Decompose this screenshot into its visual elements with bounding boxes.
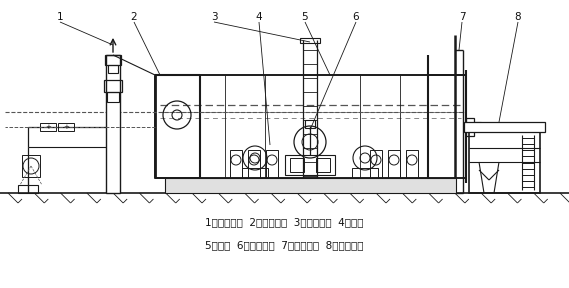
Bar <box>464 122 545 132</box>
Bar <box>165 178 456 193</box>
Bar <box>155 75 466 178</box>
Bar <box>466 118 474 136</box>
Bar <box>469 130 540 193</box>
Bar <box>104 80 122 92</box>
Bar <box>248 150 260 178</box>
Bar <box>388 150 400 178</box>
Bar <box>18 185 38 193</box>
Text: 1: 1 <box>57 12 63 22</box>
Text: 5: 5 <box>302 12 308 22</box>
Text: 1、进料皮带  2、进料护罩  3、给水装置  4、托辊: 1、进料皮带 2、进料护罩 3、给水装置 4、托辊 <box>205 217 363 227</box>
Bar <box>266 150 278 178</box>
Bar <box>305 120 315 128</box>
Bar <box>285 155 335 175</box>
Bar <box>316 158 330 172</box>
Bar <box>290 158 304 172</box>
Bar <box>300 38 320 43</box>
Text: 7: 7 <box>459 12 465 22</box>
Text: 4: 4 <box>255 12 262 22</box>
Text: +: + <box>45 124 51 130</box>
Text: +: + <box>63 124 69 130</box>
Bar <box>242 168 268 178</box>
Bar <box>406 150 418 178</box>
Text: 6: 6 <box>353 12 359 22</box>
Text: 2: 2 <box>131 12 137 22</box>
Bar <box>40 123 56 131</box>
Bar <box>105 55 121 65</box>
Bar <box>230 150 242 178</box>
Bar <box>352 168 378 178</box>
Bar <box>108 65 118 73</box>
Bar <box>58 123 74 131</box>
Bar <box>370 150 382 178</box>
Text: 8: 8 <box>515 12 521 22</box>
Bar <box>22 155 40 177</box>
Text: 5、筒体  6、传动装置  7、出料护罩  8、出料平台: 5、筒体 6、传动装置 7、出料护罩 8、出料平台 <box>205 240 363 250</box>
Bar <box>106 55 120 193</box>
Text: 3: 3 <box>211 12 217 22</box>
Bar <box>107 92 119 102</box>
